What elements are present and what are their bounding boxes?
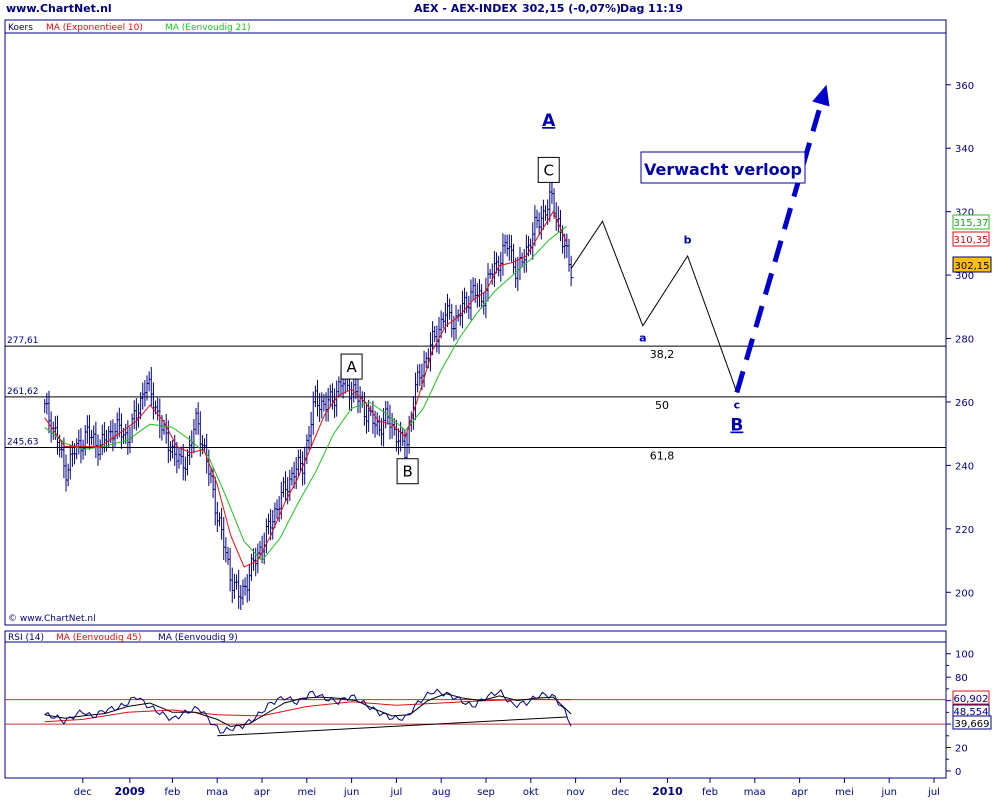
wave-label-minor: c xyxy=(734,398,741,411)
fib-percent-label: 50 xyxy=(655,399,669,412)
wave-label-minor: b xyxy=(684,233,692,246)
rsi-last-value-labels: 60,902 48,554 39,669 xyxy=(952,690,992,730)
fib-price-label: 277,61 xyxy=(7,336,39,346)
quote-value: 302,15 (-0,07%) xyxy=(522,2,622,15)
wave-label-major: B xyxy=(730,416,743,436)
fib-levels: 277,61 38,2 261,62 50 245,63 61,8 xyxy=(5,336,946,463)
price-bars xyxy=(44,179,574,610)
month-label: apr xyxy=(254,787,271,798)
wave-label: C xyxy=(543,161,553,179)
price-panel xyxy=(4,19,947,626)
rsi-y-tick-label: 100 xyxy=(955,650,974,661)
wave-label: A xyxy=(346,358,357,376)
fib-price-label: 261,62 xyxy=(7,387,39,397)
month-label: apr xyxy=(791,787,808,798)
wave-label-box xyxy=(396,458,419,485)
rsi-panel xyxy=(4,630,947,779)
month-label: feb xyxy=(702,787,718,798)
last-ema10-value: 310,35 xyxy=(954,235,989,246)
rsi-line xyxy=(44,688,572,734)
period-label: Dag xyxy=(620,2,645,15)
month-label: jul xyxy=(389,787,402,798)
legend-rsi-ma9: MA (Eenvoudig 9) xyxy=(158,633,238,643)
price-y-axis: 200 220 240 260 280 300 320 340 360 xyxy=(946,81,974,599)
projected-wave-path xyxy=(570,220,738,393)
month-label: maa xyxy=(206,787,228,798)
y-tick-label: 240 xyxy=(955,461,974,472)
arrow-head xyxy=(812,84,830,107)
year-label: 2010 xyxy=(652,785,683,798)
month-label: jun xyxy=(343,787,359,798)
y-tick-label: 260 xyxy=(955,398,974,409)
callout-box: Verwacht verloop xyxy=(640,151,806,184)
rsi-y-tick-label: 80 xyxy=(955,673,968,684)
fib-price-label: 245,63 xyxy=(7,438,39,448)
sma21-line xyxy=(44,225,567,562)
y-tick-label: 300 xyxy=(955,271,974,282)
month-label: jul xyxy=(927,787,940,798)
wave-label: B xyxy=(402,463,412,481)
y-tick-label: 360 xyxy=(955,81,974,92)
last-price-value: 302,15 xyxy=(955,261,990,272)
month-label: mei xyxy=(297,787,316,798)
callout-frame xyxy=(640,151,806,184)
chart-header: www.ChartNet.nl AEX - AEX-INDEX 302,15 (… xyxy=(0,0,1000,18)
last-value-labels: 315,37 310,35 302,15 xyxy=(952,214,992,273)
legend-rsi: RSI (14) xyxy=(8,633,44,643)
projected-target-arrow xyxy=(734,103,824,394)
month-label: aug xyxy=(432,787,451,798)
fib-percent-label: 61,8 xyxy=(650,450,675,463)
legend-rsi-ma45: MA (Eenvoudig 45) xyxy=(56,633,142,643)
rsi-y-tick-label: 20 xyxy=(955,744,968,755)
site-name[interactable]: www.ChartNet.nl xyxy=(6,2,112,15)
copyright-text: © www.ChartNet.nl xyxy=(8,614,96,624)
y-tick-label: 200 xyxy=(955,588,974,599)
month-label: jun xyxy=(880,787,896,798)
legend-ema10: MA (Exponentieel 10) xyxy=(46,23,143,33)
rsi-upper-value: 60,902 xyxy=(954,694,989,705)
last-sma21-box xyxy=(952,214,990,230)
y-tick-label: 320 xyxy=(955,208,974,219)
instrument-name: AEX - AEX-INDEX xyxy=(414,2,518,15)
rsi-y-tick-label: 0 xyxy=(955,767,961,778)
y-tick-label: 280 xyxy=(955,335,974,346)
wave-label-box xyxy=(340,353,363,380)
month-label: sep xyxy=(477,787,495,798)
rsi-ma9-line xyxy=(44,693,572,727)
month-label: dec xyxy=(611,787,629,798)
month-label: nov xyxy=(566,787,584,798)
month-label: feb xyxy=(164,787,180,798)
wave-label-major: A xyxy=(542,111,556,131)
rsi-support-trendline xyxy=(217,716,567,737)
rsi-ma45-line xyxy=(44,698,572,723)
last-ema10-box xyxy=(952,231,990,247)
fib-percent-label: 38,2 xyxy=(650,348,675,361)
month-label: okt xyxy=(523,787,539,798)
month-label: mei xyxy=(835,787,854,798)
rsi-lower-value: 39,669 xyxy=(955,719,990,730)
y-tick-label: 340 xyxy=(955,144,974,155)
rsi-lower-box xyxy=(952,715,992,730)
wave-label-box xyxy=(537,156,560,183)
year-label: 2009 xyxy=(115,785,146,798)
y-tick-label: 220 xyxy=(955,525,974,536)
ema10-line xyxy=(44,210,568,568)
rsi-upper-box xyxy=(952,690,990,705)
legend-sma21: MA (Eenvoudig 21) xyxy=(165,23,251,33)
wave-label-minor: a xyxy=(639,332,646,345)
time-label: 11:19 xyxy=(648,2,684,15)
time-axis: dec 2009 feb maa apr mei jun jul aug sep okt nov dec… xyxy=(74,778,940,798)
month-label: maa xyxy=(744,787,766,798)
rsi-mid-value: 48,554 xyxy=(954,707,989,718)
callout-text: Verwacht verloop xyxy=(644,160,802,179)
last-sma21-value: 315,37 xyxy=(954,218,989,229)
month-label: dec xyxy=(74,787,92,798)
last-price-box xyxy=(952,256,992,273)
legend-price: Koers xyxy=(8,23,33,33)
